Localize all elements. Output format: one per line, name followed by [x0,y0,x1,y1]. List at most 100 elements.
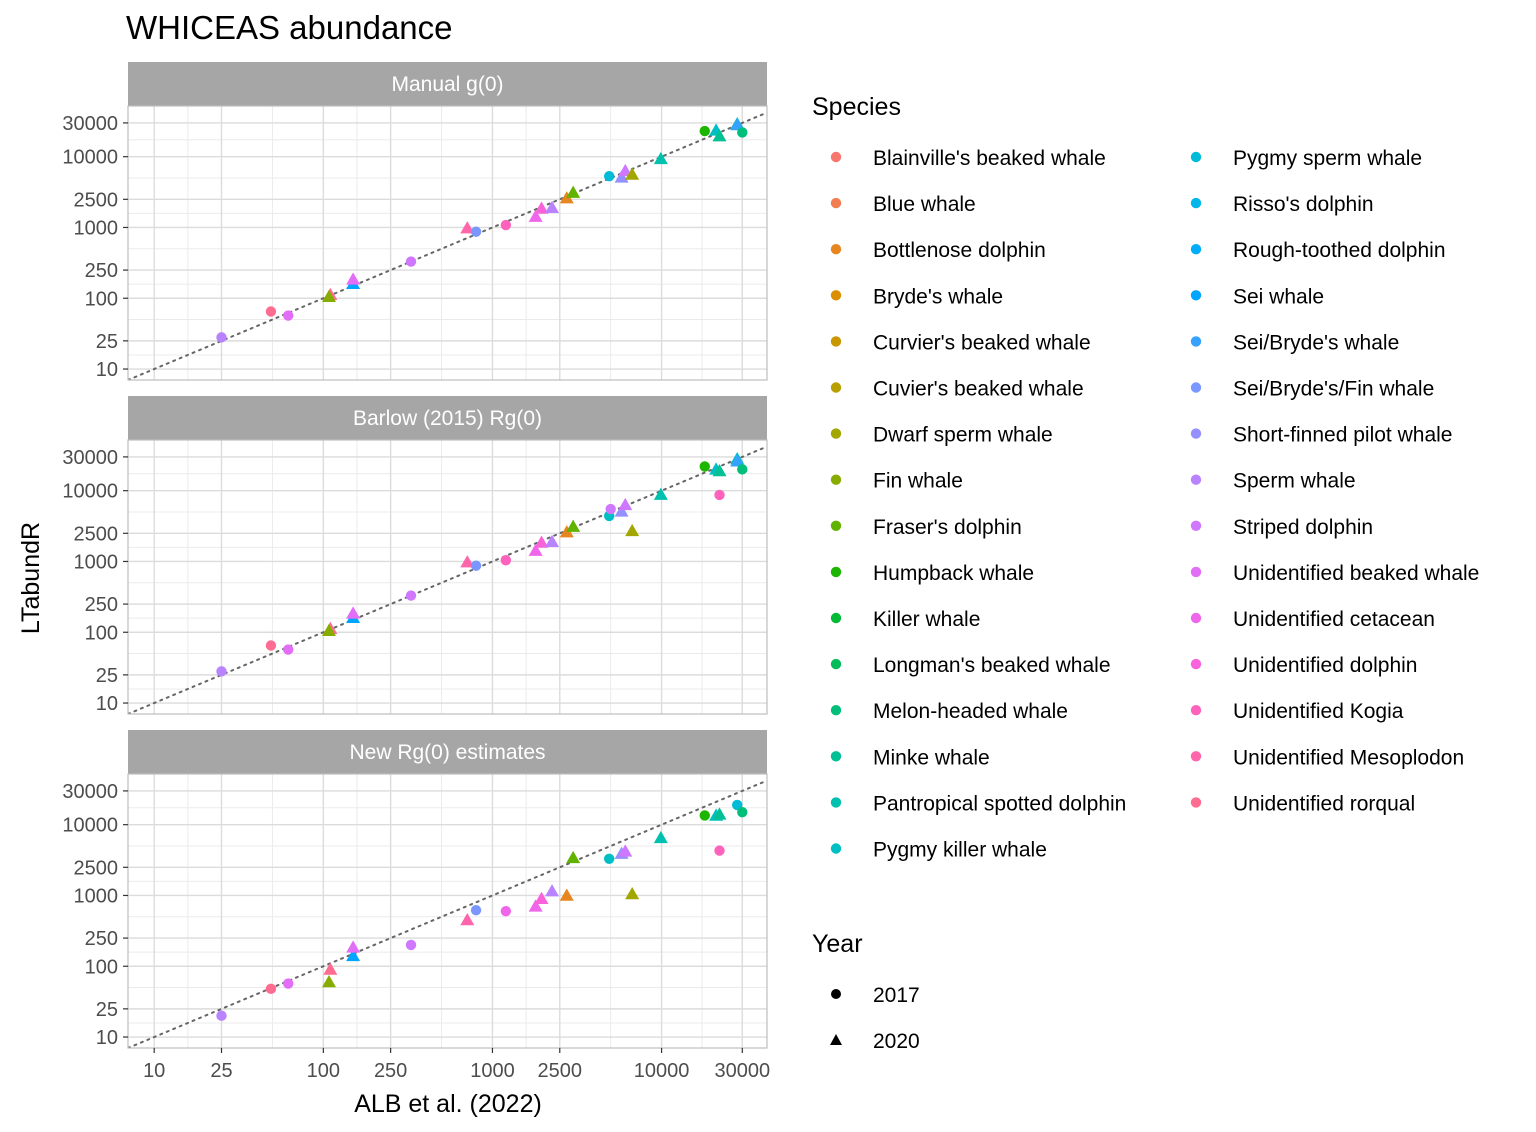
legend-key [830,658,842,670]
strip-label: Barlow (2015) Rg(0) [353,407,542,430]
legend-key [830,1034,842,1045]
legend-label: Minke whale [873,746,990,769]
data-point [618,497,633,511]
x-tick-label: 100 [307,1060,340,1082]
legend-label: Humpback whale [873,562,1034,585]
strip-label: Manual g(0) [391,73,503,96]
x-tick-label: 10 [143,1060,165,1082]
data-point [714,845,725,856]
legend-key [1190,658,1202,670]
y-tick-label: 10000 [62,147,118,169]
data-point [470,560,482,571]
data-point [470,226,482,237]
x-tick-label: 10000 [634,1060,690,1082]
data-point [534,535,549,548]
data-point [737,464,748,475]
legend-years: 2017 2020 [830,984,920,1053]
legend-label: Unidentified Mesoplodon [1233,746,1464,769]
legend-key [830,336,842,347]
data-point [405,939,417,951]
legend-label: 2020 [873,1030,920,1053]
data-point [283,310,294,321]
data-point [500,555,512,566]
legend-label: Fraser's dolphin [873,516,1022,539]
y-tick-label: 25 [96,331,118,353]
legend-label: Sei/Bryde's whale [1233,331,1399,354]
y-tick-label: 100 [85,622,118,644]
data-point [712,463,727,477]
legend-label: Blue whale [873,193,976,216]
data-point [730,118,745,131]
legend-label: Pantropical spotted dolphin [873,792,1126,815]
legend-label: Curvier's beaked whale [873,331,1091,354]
legend-label: Unidentified Kogia [1233,700,1404,723]
x-tick-label: 30000 [714,1060,770,1082]
data-point [460,221,475,234]
legend-key [1190,520,1202,531]
data-point [737,127,748,138]
y-tick-label: 250 [85,260,118,282]
y-tick-label: 10 [96,693,118,715]
data-point [216,332,227,343]
data-point [283,978,294,989]
y-tick-label: 2500 [74,523,119,545]
y-axis-title: LTabundR [17,522,45,634]
data-point [618,844,633,857]
data-point [625,886,640,900]
legend-label: Rough-toothed dolphin [1233,239,1446,262]
legend-label: Longman's beaked whale [873,654,1111,677]
legend-label: Bryde's whale [873,285,1003,308]
y-tick-label: 1000 [74,217,119,239]
data-point [470,904,482,916]
legend-label: Unidentified rorqual [1233,792,1415,815]
legend-label: Unidentified cetacean [1233,608,1435,631]
data-point [559,888,574,901]
strip-background [128,62,767,106]
y-tick-label: 30000 [62,447,118,469]
data-point [653,487,668,500]
data-point [528,899,543,912]
x-tick-label: 25 [210,1060,232,1082]
legend-key [830,474,842,485]
legend-label: Pygmy killer whale [873,839,1047,862]
legend-key [830,382,842,393]
legend-key [1190,382,1202,393]
legend-key [1190,197,1202,209]
legend-label: Fin whale [873,470,963,493]
legend-species-title: Species [812,93,901,121]
x-tick-label: 2500 [538,1060,583,1082]
y-tick-label: 1000 [74,551,119,573]
legend-key [830,520,842,531]
data-point [545,884,560,897]
y-tick-label: 250 [85,928,118,950]
legend-label: Melon-headed whale [873,700,1068,723]
data-point [528,209,543,222]
y-tick-label: 10 [96,359,118,381]
data-point [614,504,629,517]
data-point [534,201,549,214]
legend-key [1190,474,1202,485]
legend-year-title: Year [812,930,863,958]
data-point [545,534,560,547]
legend-key [1190,290,1202,301]
data-point [534,891,549,904]
y-tick-label: 250 [85,594,118,616]
data-point [625,167,640,180]
data-point [500,219,512,231]
legend-label: Sei/Bryde's/Fin whale [1233,378,1434,401]
data-point [346,606,361,619]
data-point [699,461,710,472]
data-point [346,940,361,953]
legend-label: Sperm whale [1233,470,1356,493]
panel-border [127,439,768,715]
data-point [321,974,336,988]
data-point [737,807,748,818]
legend-label: Blainville's beaked whale [873,147,1106,170]
chart-title: WHICEAS abundance [126,9,453,46]
legend-key [1190,336,1202,347]
data-point [528,543,543,556]
panels: Manual g(0) 10 25 100 250 1000 2500 10000 30000 B… [62,62,768,1049]
legend-key [1190,566,1202,578]
legend-label: Pygmy sperm whale [1233,147,1422,170]
data-point [566,185,581,198]
